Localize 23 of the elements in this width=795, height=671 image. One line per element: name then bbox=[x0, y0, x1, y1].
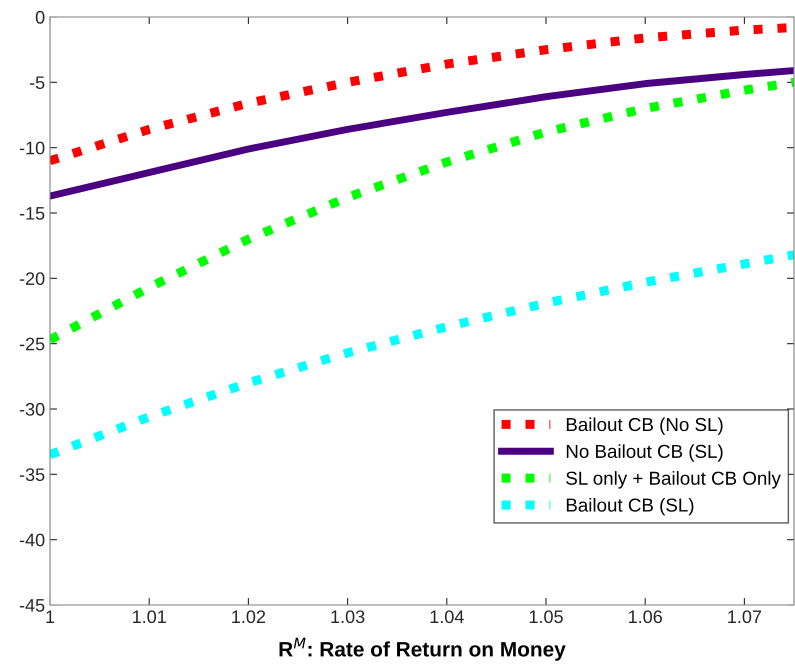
y-tick-label: 0 bbox=[36, 10, 44, 24]
y-tick-label: -15 bbox=[20, 207, 44, 220]
y-tick-label: -35 bbox=[20, 468, 44, 482]
y-tick-label: -25 bbox=[20, 338, 44, 350]
legend-label: Bailout CB (No SL) bbox=[566, 417, 723, 435]
x-axis-title: R$^{M}$: Rate of Return on Money bbox=[280, 638, 566, 661]
y-tick-label: -30 bbox=[20, 402, 44, 416]
x-tick-label: 1.02 bbox=[232, 610, 266, 624]
y-tick-label: -45 bbox=[20, 599, 44, 612]
y-tick-label: -10 bbox=[20, 142, 44, 154]
legend-label: No Bailout CB (SL) bbox=[566, 444, 723, 462]
legend-label: Bailout CB (SL) bbox=[566, 498, 694, 516]
y-tick-label: -40 bbox=[20, 534, 44, 546]
y-tick-label: -5 bbox=[30, 76, 44, 90]
x-tick-label: 1.06 bbox=[629, 610, 662, 624]
legend-label: SL only + Bailout CB Only bbox=[566, 471, 781, 489]
y-tick-label: -20 bbox=[20, 272, 44, 286]
x-tick-label: 1.04 bbox=[430, 610, 464, 624]
x-tick-label: 1.01 bbox=[133, 610, 166, 624]
x-tick-label: 1.03 bbox=[331, 610, 364, 624]
x-tick-label: 1.07 bbox=[728, 610, 762, 624]
x-tick-label: 1 bbox=[46, 610, 54, 623]
x-tick-label: 1.05 bbox=[530, 610, 563, 624]
